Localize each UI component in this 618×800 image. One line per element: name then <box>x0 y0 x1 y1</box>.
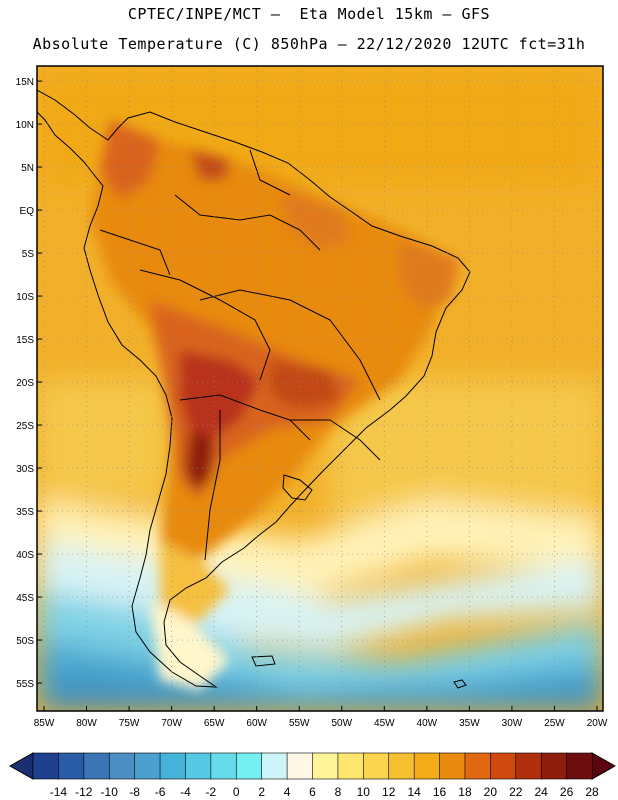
colorbar-label: 20 <box>484 785 498 799</box>
colorbar-swatch <box>566 752 593 780</box>
lon-label: 30W <box>502 718 523 729</box>
lon-label: 55W <box>289 718 310 729</box>
lat-label: 40S <box>16 550 34 561</box>
lat-label: 15S <box>16 335 34 346</box>
colorbar-label: -8 <box>129 785 140 799</box>
colorbar-label: -10 <box>101 785 119 799</box>
colorbar-label: -2 <box>206 785 217 799</box>
lat-label: 5N <box>21 163 34 174</box>
colorbar-label: 4 <box>284 785 291 799</box>
colorbar-swatch <box>235 752 263 780</box>
colorbar-high-arrow <box>591 752 617 780</box>
colorbar-swatch <box>134 752 161 780</box>
lat-lon-gridlines <box>37 66 603 711</box>
longitude-labels: 85W 80W 75W 70W 65W 60W 55W 50W 45W 40W 35W 30W 25W 2… <box>34 718 608 729</box>
colorbar-swatch <box>108 752 136 780</box>
colorbar-label: 26 <box>560 785 574 799</box>
colorbar-label: 24 <box>535 785 549 799</box>
colorbar-label: -12 <box>75 785 93 799</box>
lon-label: 75W <box>119 718 140 729</box>
lat-label: 35S <box>16 507 34 518</box>
colorbar-label: 18 <box>458 785 472 799</box>
colorbar-low-arrow <box>8 752 34 780</box>
lon-label: 70W <box>161 718 182 729</box>
colorbar-swatch <box>312 752 339 780</box>
colorbar-label: 8 <box>335 785 342 799</box>
lon-label: 35W <box>459 718 480 729</box>
lat-label: 20S <box>16 378 34 389</box>
colorbar-label: 10 <box>357 785 371 799</box>
colorbar-swatch <box>540 752 568 780</box>
colorbar-swatch <box>515 752 542 780</box>
colorbar-label: 22 <box>509 785 523 799</box>
colorbar-swatch <box>159 752 187 780</box>
colorbar-swatch <box>58 752 85 780</box>
colorbar-labels: -14 -12 -10 -8 -6 -4 -2 0 2 4 6 8 10 12 14 16 18 20 22 24 26… <box>50 785 599 799</box>
colorbar-label: 6 <box>309 785 316 799</box>
latitude-labels: 15N 10N 5N EQ 5S 10S 15S 20S 25S 30S 35S 40S 45S 50S 5… <box>16 77 35 690</box>
colorbar-swatch <box>413 752 441 780</box>
lat-label: 25S <box>16 421 34 432</box>
colorbar-label: 2 <box>258 785 265 799</box>
colorbar-swatch <box>185 752 212 780</box>
colorbar-swatch <box>261 752 288 780</box>
colorbar-swatch <box>32 752 60 780</box>
lat-label: 10S <box>16 292 34 303</box>
lat-label: 5S <box>22 249 35 260</box>
lon-label: 80W <box>76 718 97 729</box>
lon-label: 65W <box>204 718 225 729</box>
colorbar-swatch <box>464 752 492 780</box>
colorbar-swatch <box>439 752 466 780</box>
lon-label: 45W <box>374 718 395 729</box>
colorbar-swatch <box>388 752 415 780</box>
colorbar <box>8 752 617 780</box>
chart-title-line-2: Absolute Temperature (C) 850hPa – 22/12/… <box>32 35 586 53</box>
colorbar-swatch <box>210 752 238 780</box>
lon-label: 20W <box>587 718 608 729</box>
colorbar-swatch <box>363 752 390 780</box>
lon-label: 60W <box>246 718 267 729</box>
lat-label: 50S <box>16 636 34 647</box>
lat-label: 15N <box>16 77 34 88</box>
colorbar-label: -4 <box>180 785 191 799</box>
lat-label: 55S <box>16 679 34 690</box>
colorbar-swatch <box>337 752 365 780</box>
colorbar-label: 14 <box>407 785 421 799</box>
colorbar-label: 12 <box>382 785 396 799</box>
colorbar-label: 28 <box>585 785 599 799</box>
map-frame <box>36 65 604 712</box>
colorbar-swatch <box>83 752 111 780</box>
colorbar-label: 0 <box>233 785 240 799</box>
colorbar-label: -14 <box>50 785 68 799</box>
colorbar-swatch <box>286 752 314 780</box>
colorbar-label: 16 <box>433 785 447 799</box>
lat-label: EQ <box>20 206 35 217</box>
lon-label: 50W <box>331 718 352 729</box>
colorbar-label: -6 <box>155 785 166 799</box>
coastlines <box>37 89 471 689</box>
lon-label: 40W <box>417 718 438 729</box>
lon-label: 25W <box>544 718 565 729</box>
lon-label: 85W <box>34 718 55 729</box>
lat-label: 45S <box>16 593 34 604</box>
colorbar-swatch <box>490 752 517 780</box>
lat-label: 10N <box>16 120 34 131</box>
chart-title-line-1: CPTEC/INPE/MCT – Eta Model 15km – GFS <box>127 5 491 23</box>
lat-label: 30S <box>16 464 34 475</box>
temperature-field <box>37 66 603 711</box>
